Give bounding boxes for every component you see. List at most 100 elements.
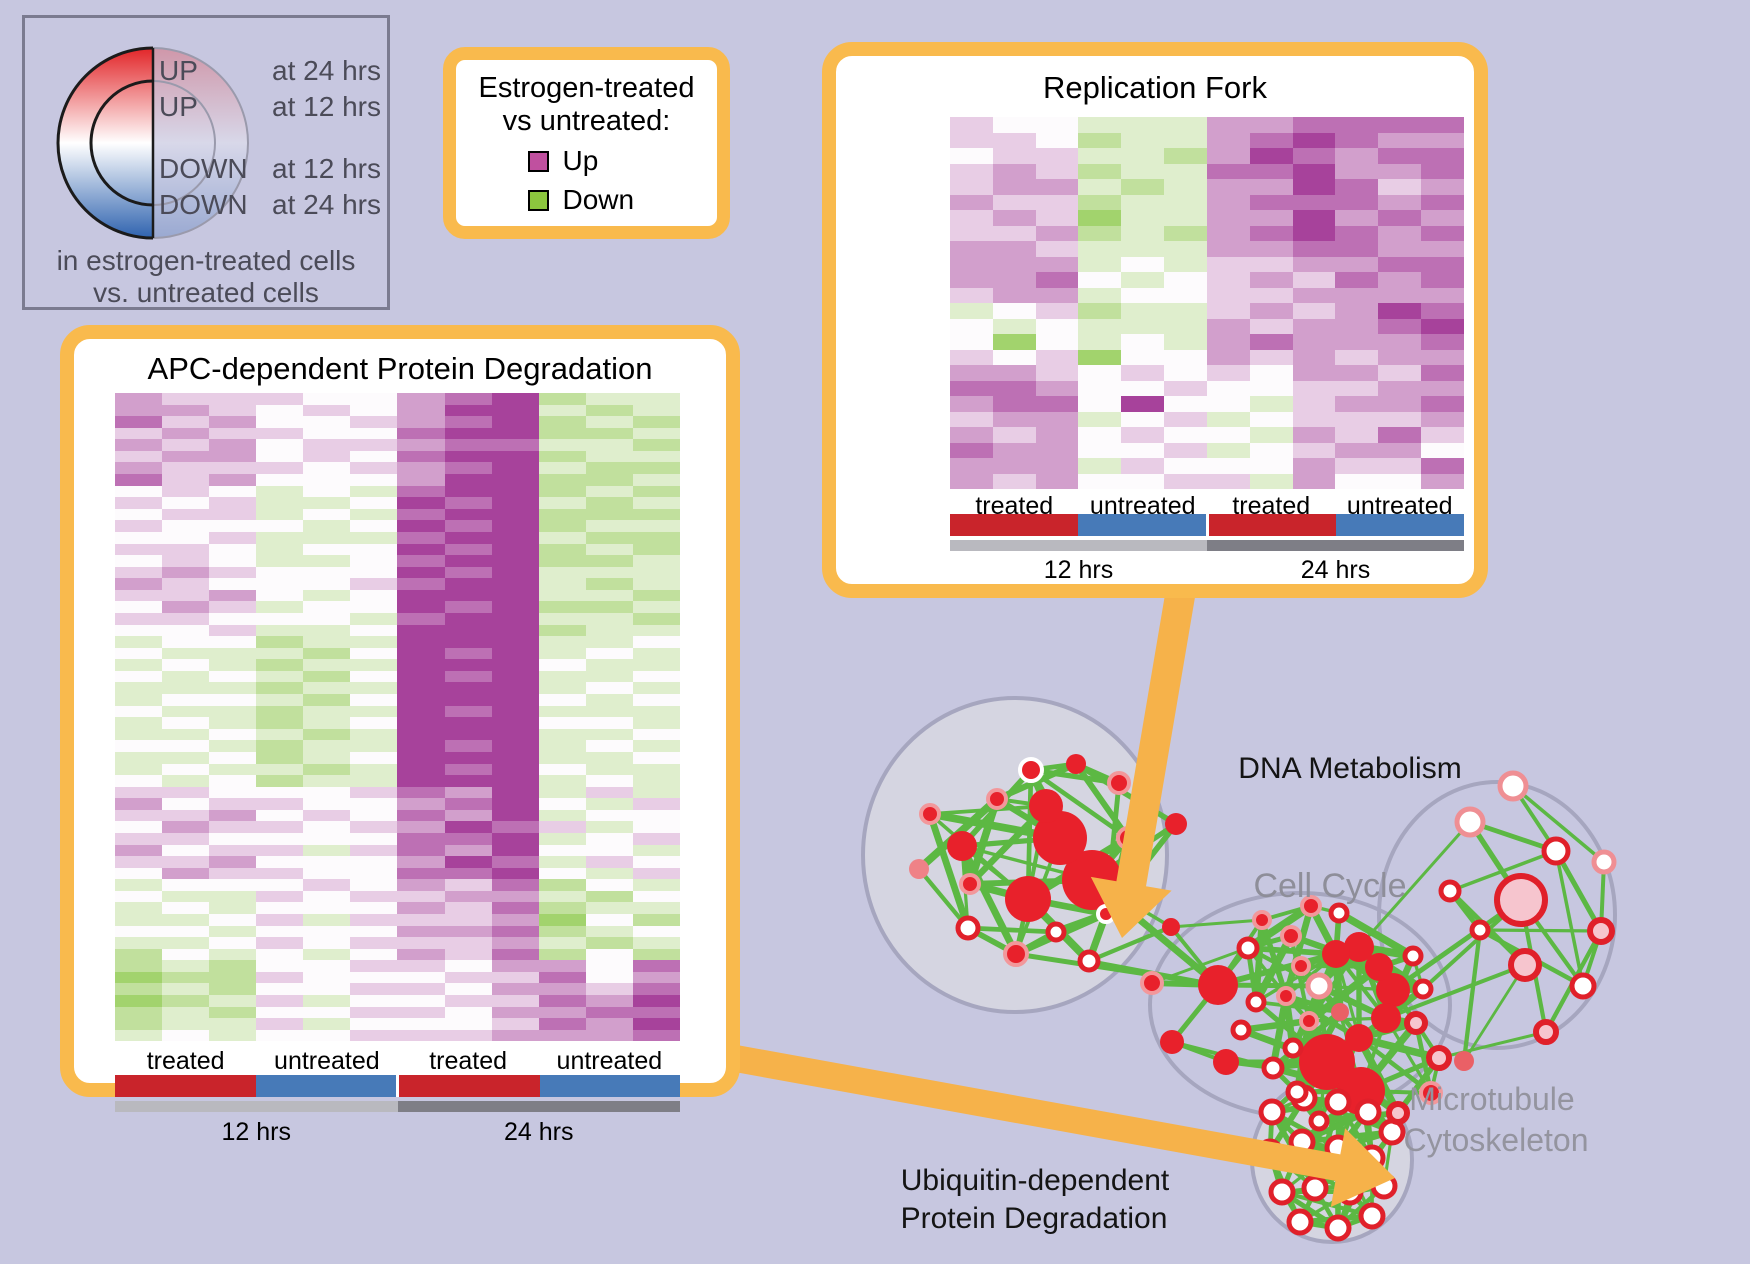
- heatmap-cell: [538, 416, 586, 428]
- heatmap-cell: [209, 427, 257, 440]
- heatmap-row: [115, 462, 680, 475]
- network-edge: [1479, 928, 1602, 933]
- gene-node-d8: [1107, 771, 1131, 795]
- heatmap-cell: [162, 1006, 210, 1019]
- heatmap-cell: [538, 948, 586, 961]
- gene-node-d10: [909, 859, 929, 879]
- heatmap-cell: [115, 751, 163, 764]
- heatmap-cell: [162, 670, 210, 683]
- gene-node-d13: [1003, 941, 1029, 967]
- heatmap-cell: [256, 821, 304, 833]
- heatmap-cell: [256, 566, 304, 579]
- heatmap-cell: [303, 485, 351, 498]
- heatmap-cell: [1078, 225, 1122, 241]
- gene-node-c16: [1376, 973, 1410, 1007]
- heatmap-cell: [115, 520, 163, 532]
- heatmap-row: [115, 404, 680, 417]
- heatmap-cell: [1164, 334, 1207, 350]
- heatmap-cell: [491, 450, 539, 463]
- heatmap-cell: [538, 404, 586, 417]
- heatmap-cell: [950, 132, 993, 148]
- heatmap-cell: [350, 485, 398, 498]
- replication-fork-heatmap-panel: Replication Fork treated untreated treated…: [822, 42, 1488, 598]
- heatmap-cell: [1078, 365, 1122, 381]
- heatmap-cell: [1206, 272, 1250, 288]
- heatmap-cell: [1121, 334, 1165, 350]
- heatmap-cell: [1121, 458, 1165, 474]
- heatmap-row: [115, 450, 680, 463]
- heatmap-cell: [585, 971, 633, 984]
- heatmap-cell: [585, 740, 633, 752]
- heatmap-cell: [350, 450, 398, 463]
- heatmap-cell: [1035, 473, 1079, 489]
- heatmap-cell: [585, 1018, 633, 1030]
- heatmap-row: [115, 393, 680, 405]
- apc-group-labels: treated untreated treated untreated: [115, 1047, 680, 1077]
- heatmap-cell: [1078, 148, 1122, 164]
- heatmap-cell: [1249, 427, 1293, 443]
- heatmap-cell: [1292, 303, 1336, 319]
- time-label-24-hrs: 24 hrs: [504, 1118, 574, 1146]
- heatmap-cell: [162, 728, 210, 741]
- heatmap-cell: [538, 670, 586, 683]
- color-key-box: Estrogen-treated vs untreated: Up Down: [443, 47, 730, 239]
- heatmap-cell: [585, 393, 633, 405]
- heatmap-cell: [992, 163, 1036, 179]
- heatmap-cell: [1164, 132, 1207, 148]
- heatmap-cell: [256, 589, 304, 602]
- heatmap-cell: [1249, 179, 1293, 195]
- heatmap-cell: [444, 427, 492, 440]
- heatmap-cell: [350, 624, 398, 637]
- heatmap-cell: [397, 636, 445, 648]
- heatmap-cell: [115, 902, 163, 915]
- heatmap-cell: [115, 612, 163, 625]
- heatmap-cell: [162, 856, 210, 868]
- heatmap-cell: [491, 589, 539, 602]
- heatmap-cell: [1335, 411, 1379, 427]
- heatmap-cell: [1421, 117, 1464, 133]
- heatmap-cell: [209, 1029, 257, 1042]
- heatmap-cell: [632, 1029, 680, 1042]
- ring-label-up12: UP: [159, 91, 198, 122]
- network-edge: [1554, 850, 1585, 987]
- heatmap-cell: [444, 450, 492, 463]
- heatmap-cell: [538, 612, 586, 625]
- heatmap-cell: [491, 948, 539, 961]
- gene-node-c12: [1331, 1003, 1349, 1021]
- heatmap-cell: [1164, 210, 1207, 226]
- gene-node-u11: [1301, 1174, 1329, 1202]
- heatmap-cell: [1292, 256, 1336, 272]
- heatmap-cell: [256, 786, 304, 799]
- heatmap-cell: [1335, 303, 1379, 319]
- heatmap-cell: [397, 856, 445, 868]
- heatmap-cell: [256, 809, 304, 822]
- heatmap-cell: [1421, 132, 1464, 148]
- heatmap-cell: [209, 485, 257, 498]
- heatmap-cell: [491, 497, 539, 509]
- heatmap-cell: [585, 983, 633, 996]
- heatmap-cell: [992, 473, 1036, 489]
- arrow-apc-panel-to-ubiquitin: [730, 1044, 1395, 1207]
- heatmap-cell: [444, 832, 492, 845]
- heatmap-cell: [209, 1006, 257, 1019]
- heatmap-cell: [115, 856, 163, 868]
- heatmap-cell: [1206, 225, 1250, 241]
- heatmap-cell: [1292, 117, 1336, 133]
- heatmap-cell: [209, 659, 257, 671]
- gene-node-c27: [1419, 1081, 1443, 1105]
- heatmap-cell: [115, 682, 163, 695]
- heatmap-cell: [350, 763, 398, 776]
- heatmap-cell: [585, 427, 633, 440]
- heatmap-cell: [350, 832, 398, 845]
- gene-node-c18: [1345, 1024, 1373, 1052]
- heatmap-cell: [1035, 179, 1079, 195]
- heatmap-cell: [950, 117, 993, 133]
- heatmap-cell: [444, 497, 492, 509]
- heatmap-cell: [992, 349, 1036, 365]
- heatmap-cell: [444, 844, 492, 857]
- heatmap-cell: [350, 462, 398, 475]
- heatmap-cell: [350, 543, 398, 556]
- heatmap-cell: [397, 485, 445, 498]
- heatmap-cell: [397, 751, 445, 764]
- heatmap-cell: [538, 786, 586, 799]
